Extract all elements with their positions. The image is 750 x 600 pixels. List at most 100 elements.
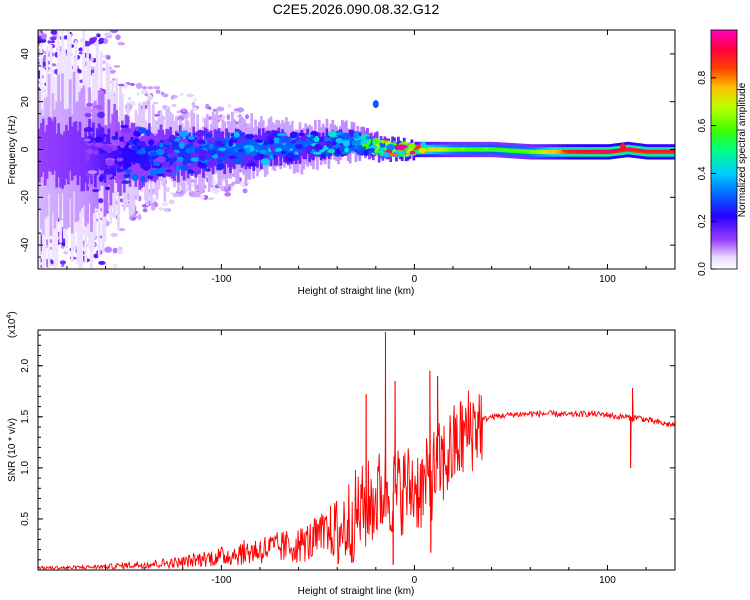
spectrogram-hot-cell — [570, 149, 575, 153]
spectrogram-noise-dot — [191, 181, 195, 188]
spectrogram-noise-dot — [50, 30, 58, 35]
figure-title: C2E5.2026.090.08.32.G12 — [273, 1, 440, 17]
spectrogram-blob — [148, 157, 153, 164]
colorbar-tick-label: 0.4 — [697, 166, 708, 180]
spectrogram-cell — [503, 148, 506, 153]
spectrogram-blob — [149, 151, 158, 157]
spectrogram-cell — [45, 125, 49, 179]
spectrogram-axes: -100 0 100 -40 -20 0 20 40 — [20, 30, 675, 285]
spectrogram-blob — [121, 180, 130, 184]
spectrogram-xlabel: Height of straight line (km) — [298, 286, 415, 297]
spectrogram-cell — [92, 122, 95, 172]
spectrogram-noise-dot — [153, 85, 161, 90]
snr-xtick-label: -100 — [211, 575, 231, 586]
spectrogram-cell — [429, 147, 433, 152]
spectrogram-blob — [238, 148, 244, 153]
spectrogram-hot-cell — [646, 149, 651, 153]
spectrogram-blob — [244, 134, 255, 139]
spectrogram-cell — [555, 149, 559, 155]
spectrogram-blob — [393, 153, 398, 157]
spectrogram-noise-dot — [146, 94, 153, 101]
spectrogram-blob — [269, 154, 274, 160]
spectrogram-blob — [246, 162, 257, 167]
colorbar-tick-label: 0.0 — [697, 262, 708, 276]
spectrogram-noise-dot — [135, 82, 143, 90]
spectrogram-noise-dot — [172, 193, 179, 198]
spectrogram-cell — [72, 122, 76, 177]
spectrogram-noise-dot — [78, 51, 83, 55]
spectrogram-ytick-label: -40 — [20, 237, 31, 252]
spectrogram-cell — [53, 116, 57, 171]
spectrogram-hot-cell — [483, 147, 488, 151]
spectrogram-blobs — [83, 102, 428, 204]
spectrogram-blob — [93, 149, 100, 156]
spectrogram-hot-cell — [663, 149, 668, 153]
spectrogram-cell — [425, 147, 429, 152]
spectrogram-noise-dot — [89, 37, 96, 44]
spectrogram-noise-dot — [50, 36, 57, 41]
spectrogram-cell — [265, 140, 269, 155]
spectrogram-cell — [466, 147, 470, 152]
spectrogram-hot-cell — [651, 149, 656, 153]
spectrogram-hot-cell — [628, 147, 633, 151]
spectrogram-noise-dot — [226, 103, 233, 108]
spectrogram-hot-cell — [608, 149, 613, 153]
spectrogram-cell — [451, 147, 454, 152]
spectrogram-blob — [398, 153, 407, 157]
spectrogram-blob — [105, 186, 110, 191]
spectrogram-cell — [449, 147, 452, 152]
spectrogram-hot-cell — [602, 149, 607, 153]
spectrogram-blob — [84, 154, 90, 162]
spectrogram-blob — [256, 144, 261, 151]
spectrogram-blob — [188, 136, 195, 140]
spectrogram-cell — [76, 131, 80, 186]
spectrogram-noise-dot — [108, 69, 116, 74]
spectrogram-blob — [162, 139, 171, 144]
spectrogram-hot-streak — [414, 147, 675, 153]
spectrogram-cell — [481, 147, 485, 152]
spectrogram-cell — [142, 146, 145, 170]
spectrogram-cell — [61, 73, 64, 193]
spectrogram-blob — [105, 159, 115, 167]
spectrogram-cell — [59, 133, 62, 188]
spectrogram-cell — [90, 133, 93, 185]
spectrogram-cell — [491, 147, 495, 152]
colorbar-tick-label: 0.8 — [697, 70, 708, 84]
spectrogram-cell — [41, 115, 45, 235]
spectrogram-cell — [524, 149, 528, 154]
spectrogram-cell — [470, 147, 474, 152]
spectrogram-blob — [190, 166, 201, 172]
spectrogram-cell — [51, 120, 55, 175]
svg-text:(x104): (x104) — [6, 311, 18, 338]
spectrogram-cell — [124, 114, 128, 173]
spectrogram-blob — [187, 169, 194, 174]
spectrogram-blob — [298, 132, 305, 137]
spectrogram-cell — [231, 145, 234, 161]
spectrogram-blob — [139, 141, 146, 148]
spectrogram-noise-dot — [41, 33, 47, 40]
spectrogram-blob — [111, 135, 118, 140]
spectrogram-cell — [464, 147, 468, 152]
spectrogram-blob — [196, 129, 206, 137]
spectrogram-noise-dot — [112, 263, 118, 269]
spectrogram-cell — [182, 147, 186, 166]
spectrogram-blob — [372, 138, 377, 145]
spectrogram-cell — [551, 149, 555, 155]
spectrogram-noise-dot — [158, 207, 165, 211]
spectrogram-hot-cell — [672, 149, 675, 153]
spectrogram-blob — [153, 147, 159, 151]
spectrogram-cell — [242, 142, 246, 158]
spectrogram-cell — [78, 121, 82, 176]
spectrogram-blob — [208, 143, 214, 150]
spectrogram-cell — [472, 147, 476, 152]
spectrogram-xtick-label: -100 — [211, 274, 231, 285]
spectrogram-cell — [453, 147, 456, 152]
spectrogram-hot-cell — [648, 149, 653, 153]
snr-xtick-label: 0 — [412, 575, 418, 586]
spectrogram-cell — [240, 140, 244, 156]
spectrogram-feature — [619, 143, 626, 152]
spectrogram-noise-dot — [191, 101, 196, 107]
spectrogram-hot-cell — [611, 149, 616, 152]
spectrogram-noise-dot — [232, 110, 239, 115]
spectrogram-hot-cell — [640, 149, 645, 152]
